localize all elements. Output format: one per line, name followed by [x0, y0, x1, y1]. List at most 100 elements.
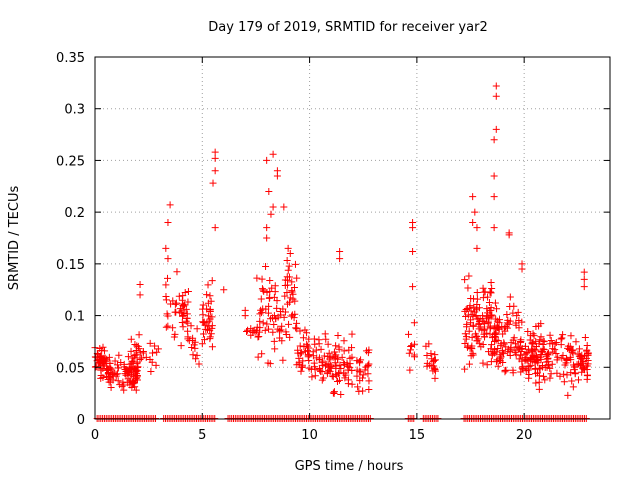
- data-point: [496, 316, 504, 324]
- data-point: [132, 386, 140, 394]
- data-point: [563, 371, 571, 379]
- data-point: [468, 333, 476, 341]
- data-point: [567, 332, 575, 340]
- data-point: [489, 348, 497, 356]
- data-point: [494, 345, 502, 353]
- data-point: [288, 311, 296, 319]
- data-point: [353, 372, 361, 380]
- data-point: [422, 342, 430, 350]
- data-point: [146, 339, 154, 347]
- data-point: [124, 379, 132, 387]
- data-point: [487, 279, 495, 287]
- data-point: [291, 260, 299, 268]
- data-point: [113, 370, 121, 378]
- data-point: [357, 356, 365, 364]
- data-point: [465, 327, 473, 335]
- data-point: [365, 386, 373, 394]
- data-point: [497, 342, 505, 350]
- data-point: [511, 349, 519, 357]
- data-point: [331, 354, 339, 362]
- data-point: [294, 346, 302, 354]
- data-point: [139, 349, 147, 357]
- data-point: [484, 293, 492, 301]
- data-point: [409, 247, 417, 255]
- data-point: [94, 355, 102, 363]
- data-point: [494, 337, 502, 345]
- data-point: [335, 369, 343, 377]
- data-point: [149, 349, 157, 357]
- data-point: [532, 379, 540, 387]
- data-point: [206, 335, 214, 343]
- data-point: [163, 310, 171, 318]
- data-point: [162, 296, 170, 304]
- data-point: [192, 355, 200, 363]
- data-point: [321, 330, 329, 338]
- data-point: [405, 330, 413, 338]
- data-point: [270, 312, 278, 320]
- data-point: [579, 365, 587, 373]
- data-point: [153, 348, 161, 356]
- data-point: [466, 304, 474, 312]
- data-point: [288, 278, 296, 286]
- data-point: [279, 356, 287, 364]
- data-point: [263, 156, 271, 164]
- data-point: [241, 312, 249, 320]
- data-point: [467, 344, 475, 352]
- data-point: [501, 367, 509, 375]
- data-point: [513, 343, 521, 351]
- data-point: [304, 353, 312, 361]
- data-point: [297, 350, 305, 358]
- data-point: [486, 307, 494, 315]
- data-point: [201, 321, 209, 329]
- data-point: [260, 287, 268, 295]
- y-tick-label: 0.2: [64, 206, 85, 221]
- data-point: [479, 359, 487, 367]
- data-point: [569, 383, 577, 391]
- data-point: [557, 341, 565, 349]
- data-point: [111, 357, 119, 365]
- data-point: [410, 414, 418, 422]
- data-point: [462, 305, 470, 313]
- data-point: [206, 315, 214, 323]
- data-point: [130, 379, 138, 387]
- data-point: [151, 342, 159, 350]
- data-point: [531, 365, 539, 373]
- data-point: [259, 286, 267, 294]
- data-point: [335, 345, 343, 353]
- grid: [95, 57, 610, 419]
- data-point: [473, 244, 481, 252]
- data-point: [431, 356, 439, 364]
- data-point: [492, 330, 500, 338]
- data-point: [467, 316, 475, 324]
- data-point: [269, 328, 277, 336]
- data-point: [490, 349, 498, 357]
- data-point: [189, 336, 197, 344]
- data-point: [493, 323, 501, 331]
- data-point: [547, 370, 555, 378]
- data-point: [428, 362, 436, 370]
- data-point: [473, 295, 481, 303]
- data-point: [517, 345, 525, 353]
- data-point: [518, 265, 526, 273]
- data-point: [464, 284, 472, 292]
- data-point: [472, 311, 480, 319]
- data-point: [171, 300, 179, 308]
- data-point: [365, 377, 373, 385]
- data-point: [272, 315, 280, 323]
- data-point: [348, 344, 356, 352]
- plot-frame: [94, 56, 611, 420]
- data-point: [201, 336, 209, 344]
- data-point: [431, 351, 439, 359]
- data-point: [527, 362, 535, 370]
- data-point: [411, 340, 419, 348]
- data-point: [365, 360, 373, 368]
- x-tick-label: 20: [516, 428, 533, 443]
- data-point: [521, 355, 529, 363]
- data-point: [356, 377, 364, 385]
- data-point: [434, 414, 442, 422]
- data-point: [583, 342, 591, 350]
- data-point: [173, 268, 181, 276]
- data-point: [562, 359, 570, 367]
- data-point: [257, 295, 265, 303]
